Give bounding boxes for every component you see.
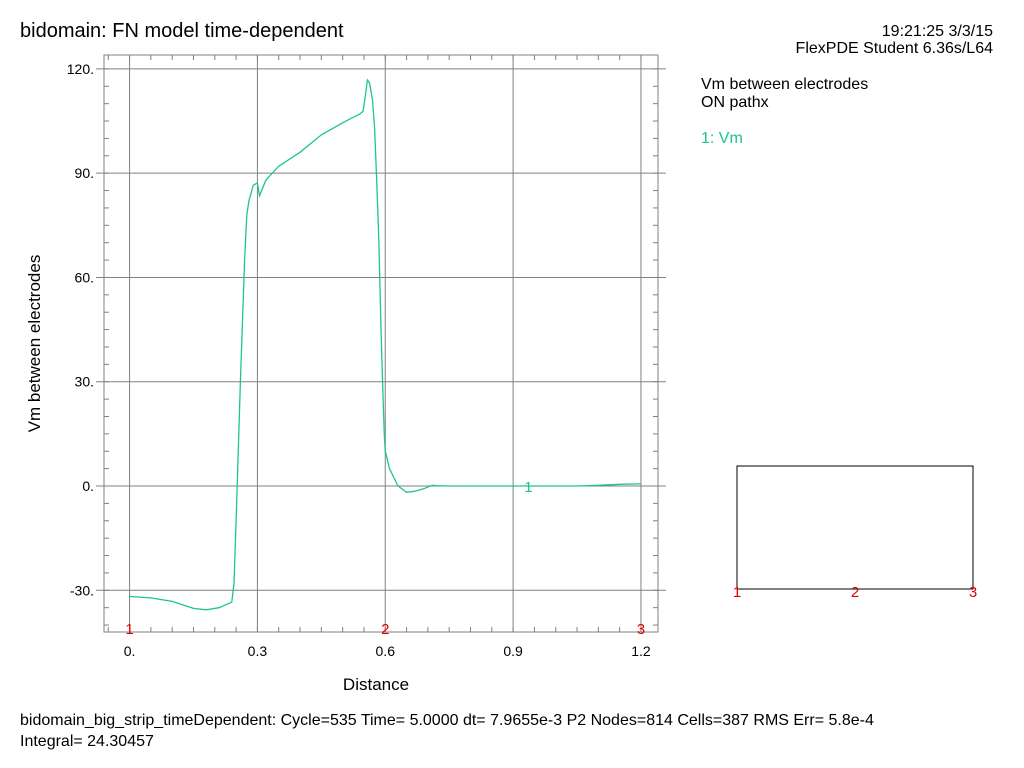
path-marker-label: 2 — [381, 621, 389, 638]
y-tick-label: 30. — [75, 374, 94, 390]
legend-title: Vm between electrodes ON pathx — [701, 76, 868, 112]
x-tick-label: 0. — [124, 643, 136, 659]
domain-outline — [736, 465, 974, 590]
x-axis-label: Distance — [343, 675, 409, 694]
software-version: FlexPDE Student 6.36s/L64 — [795, 40, 993, 57]
legend-entry: 1: Vm — [701, 130, 743, 147]
path-marker-label: 3 — [637, 621, 645, 638]
y-axis-label: Vm between electrodes — [25, 255, 44, 433]
series-label: 1 — [524, 479, 532, 496]
inset-path-marker: 2 — [851, 584, 859, 601]
plot-frame — [103, 54, 659, 633]
legend-title-line1: Vm between electrodes — [701, 76, 869, 93]
timestamp: 19:21:25 3/3/15 — [881, 23, 993, 40]
y-tick-label: 90. — [75, 165, 94, 181]
inset-path-marker: 3 — [969, 584, 977, 601]
run-summary-line1: bidomain_big_strip_timeDependent: Cycle=… — [20, 712, 874, 729]
y-tick-label: 60. — [75, 269, 94, 285]
run-summary: bidomain_big_strip_timeDependent: Cycle=… — [20, 710, 874, 752]
series-line-vm — [129, 78, 642, 611]
path-marker-label: 1 — [125, 621, 133, 638]
y-tick-label: 120. — [67, 61, 94, 77]
inset-path-marker: 1 — [733, 584, 741, 601]
x-tick-label: 0.6 — [376, 643, 396, 659]
x-tick-label: 1.2 — [631, 643, 651, 659]
integral-readout: Integral= 24.30457 — [20, 733, 154, 750]
x-tick-label: 0.3 — [248, 643, 268, 659]
plot-stamp: 19:21:25 3/3/15 FlexPDE Student 6.36s/L6… — [796, 23, 993, 57]
y-tick-label: 0. — [82, 478, 94, 494]
legend-title-line2: ON pathx — [701, 94, 769, 111]
x-tick-label: 0.9 — [503, 643, 523, 659]
y-tick-label: -30. — [70, 582, 94, 598]
plot-title: bidomain: FN model time-dependent — [20, 20, 344, 42]
